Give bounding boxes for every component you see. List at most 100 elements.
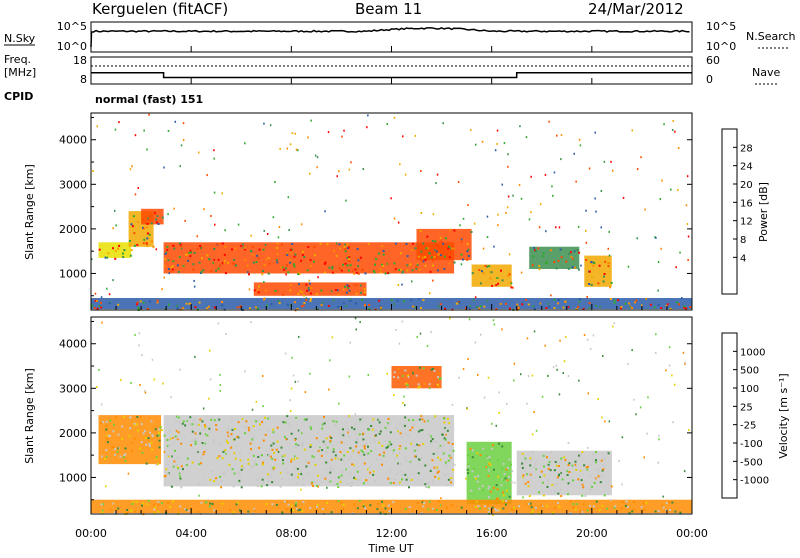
data-cell: [222, 242, 224, 245]
data-cell: [347, 254, 350, 257]
data-cell: [442, 433, 444, 436]
data-cell: [303, 448, 306, 451]
data-cell: [445, 506, 448, 509]
data-cell: [603, 160, 606, 163]
data-cell: [412, 242, 414, 245]
data-cell: [577, 225, 580, 228]
data-cell: [393, 217, 396, 220]
data-cell: [553, 261, 556, 264]
data-cell: [573, 266, 576, 269]
data-cell: [184, 508, 186, 511]
data-cell: [347, 428, 349, 431]
data-cell: [143, 129, 145, 132]
data-cell: [324, 477, 327, 480]
data-cell: [495, 308, 498, 311]
data-cell: [672, 421, 674, 424]
data-cell: [325, 437, 328, 440]
data-cell: [422, 260, 425, 263]
data-cell: [213, 157, 215, 160]
data-cell: [437, 470, 440, 473]
data-cell: [309, 172, 311, 175]
data-cell: [389, 477, 391, 480]
data-cell: [321, 423, 324, 426]
data-cell: [340, 441, 343, 444]
data-cell: [132, 501, 134, 503]
data-cell: [263, 281, 265, 283]
data-cell: [513, 506, 515, 509]
data-cell: [556, 368, 558, 371]
data-cell: [398, 342, 401, 345]
data-cell: [607, 247, 609, 250]
data-cell: [520, 271, 523, 274]
data-cell: [379, 268, 382, 271]
nave-tick-bottom: 0: [706, 73, 713, 86]
data-cell: [493, 245, 495, 248]
data-cell: [348, 168, 351, 171]
data-region-9: [91, 298, 692, 310]
data-cell: [269, 124, 272, 127]
data-cell: [358, 420, 361, 423]
data-cell: [395, 473, 398, 476]
data-cell: [565, 260, 568, 263]
data-cell: [303, 256, 306, 258]
data-cell: [418, 444, 421, 447]
data-cell: [367, 445, 369, 448]
data-cell: [302, 304, 305, 307]
data-cell: [357, 272, 360, 275]
data-cell: [142, 301, 145, 304]
data-cell: [213, 191, 216, 194]
data-cell: [446, 429, 449, 432]
data-cell: [474, 341, 477, 344]
data-cell: [146, 307, 149, 310]
data-cell: [391, 452, 394, 455]
data-cell: [528, 218, 531, 221]
data-cell: [416, 501, 419, 504]
data-cell: [297, 509, 300, 512]
data-cell: [522, 496, 524, 499]
data-cell: [534, 250, 537, 253]
data-cell: [237, 501, 239, 504]
data-cell: [417, 386, 420, 389]
date-title: 24/Mar/2012: [588, 0, 684, 18]
data-cell: [274, 181, 276, 183]
data-cell: [208, 397, 210, 400]
data-cell: [586, 338, 589, 341]
power-colorbar-label: Power [dB]: [757, 182, 770, 242]
data-cell: [436, 383, 439, 386]
data-cell: [448, 422, 451, 425]
data-cell: [109, 508, 112, 511]
data-cell: [428, 433, 430, 436]
data-cell: [198, 423, 200, 426]
data-cell: [102, 503, 105, 506]
data-cell: [262, 375, 264, 377]
data-cell: [287, 196, 290, 199]
data-cell: [443, 417, 446, 420]
data-cell: [290, 387, 293, 390]
data-cell: [393, 262, 396, 265]
data-cell: [373, 271, 376, 274]
data-cell: [213, 258, 216, 261]
data-cell: [560, 472, 562, 474]
data-cell: [231, 262, 234, 265]
data-cell: [140, 423, 143, 426]
data-cell: [404, 433, 407, 436]
data-cell: [485, 466, 488, 468]
data-cell: [321, 508, 324, 510]
data-cell: [189, 249, 192, 252]
data-cell: [495, 284, 498, 287]
data-cell: [151, 435, 154, 438]
data-cell: [155, 456, 158, 459]
data-cell: [467, 358, 469, 360]
data-cell: [132, 215, 135, 218]
data-cell: [587, 392, 590, 395]
data-cell: [404, 447, 407, 450]
data-cell: [137, 187, 139, 189]
data-cell: [510, 481, 513, 484]
data-cell: [521, 462, 524, 465]
data-cell: [540, 504, 543, 507]
data-cell: [329, 480, 332, 483]
data-cell: [593, 482, 596, 484]
data-cell: [136, 243, 139, 246]
data-cell: [547, 463, 550, 466]
